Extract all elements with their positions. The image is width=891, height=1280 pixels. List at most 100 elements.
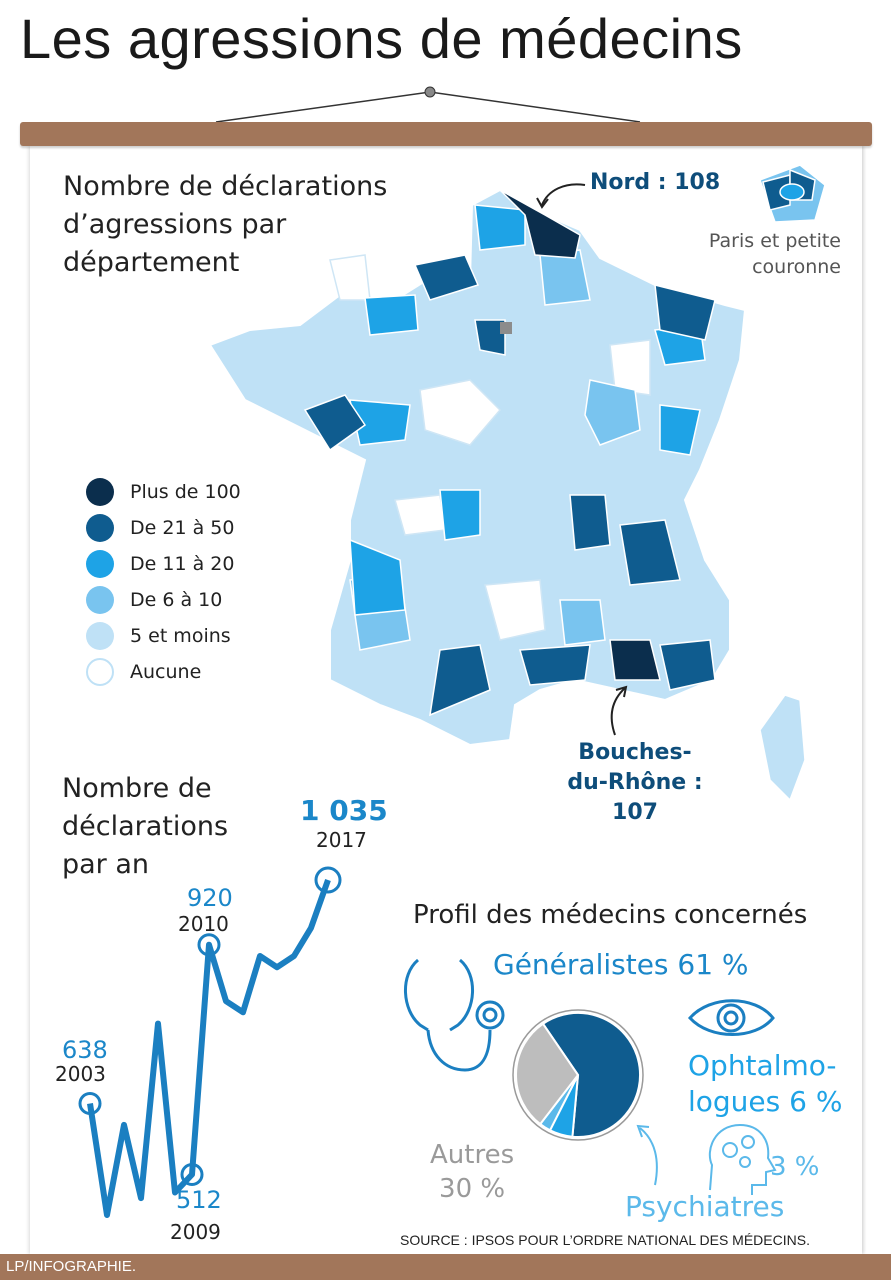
- psychiatres-arrow: [639, 1127, 658, 1186]
- legend-swatch: [86, 550, 114, 578]
- region-21-50-3: [654, 284, 716, 341]
- region-21-50-7: [429, 644, 491, 717]
- data-label-2010-value: 920: [187, 884, 233, 912]
- legend-item: De 21 à 50: [86, 510, 241, 546]
- map-title: Nombre de déclarations d’agressions par …: [63, 168, 387, 282]
- data-point-2009: [180, 1162, 204, 1186]
- stethoscope-icon: [404, 958, 505, 1072]
- map-title-line-1: Nombre de déclarations: [63, 171, 388, 202]
- eye-icon: [687, 999, 775, 1036]
- profile-title: Profil des médecins concernés: [413, 900, 808, 930]
- pie-label-autres-line-1: Autres: [430, 1140, 515, 1170]
- legend-item: 5 et moins: [86, 618, 241, 654]
- france-mainland: [208, 188, 747, 747]
- region-nord: [499, 189, 581, 259]
- region-aucune-4: [609, 339, 651, 396]
- series-line: [87, 878, 331, 1218]
- bdr-arrow: [610, 687, 626, 736]
- legend-swatch: [86, 658, 114, 686]
- legend-swatch: [86, 622, 114, 650]
- top-wooden-bar: [20, 122, 872, 146]
- region-11-20-2: [364, 294, 419, 336]
- page-title: Les agressions de médecins: [20, 7, 743, 70]
- legend-swatch: [86, 514, 114, 542]
- pie-slice-généralistes: [541, 1011, 642, 1138]
- callout-nord: Nord : 108: [590, 170, 721, 195]
- pie-label-ophtalmologues: Ophtalmo- logues 6 %: [688, 1048, 842, 1120]
- pie-label-psychiatres: Psychiatres: [625, 1190, 785, 1223]
- data-label-2003-year: 2003: [55, 1062, 106, 1086]
- legend-item: De 6 à 10: [86, 582, 241, 618]
- legend-label: 5 et moins: [130, 625, 231, 647]
- callout-bouches-du-rhone: Bouches- du-Rhône : 107: [560, 738, 710, 828]
- map-legend: Plus de 100 De 21 à 50 De 11 à 20 De 6 à…: [86, 474, 241, 690]
- bottom-wooden-bar: [0, 1254, 891, 1280]
- region-11-20-5: [349, 538, 406, 616]
- paris-label-line-1: Paris et petite: [708, 230, 841, 252]
- region-21-50-1: [413, 254, 480, 301]
- pie-label-generalistes: Généralistes 61 %: [493, 948, 749, 981]
- legend-label: De 11 à 20: [130, 553, 235, 575]
- region-bouches-du-rhone: [609, 639, 661, 681]
- pie-slice-autres: [515, 1022, 580, 1126]
- legend-label: Aucune: [130, 661, 202, 683]
- legend-swatch: [86, 478, 114, 506]
- callout-bdr-line-3: 107: [612, 800, 658, 825]
- paris-label-line-2: couronne: [752, 256, 841, 278]
- legend-item: Aucune: [86, 654, 241, 690]
- region-11-20-4: [439, 489, 481, 541]
- region-no-data: [500, 322, 512, 334]
- line-chart-title: Nombre de déclarations par an: [62, 770, 228, 884]
- legend-label: Plus de 100: [130, 481, 241, 503]
- data-label-2009-year: 2009: [170, 1220, 221, 1244]
- pie-label-autres: Autres 30 %: [430, 1138, 514, 1206]
- map-title-line-2: d’agressions par: [63, 209, 287, 240]
- hanging-cord: [215, 86, 641, 123]
- region-21-50-4: [569, 494, 611, 551]
- data-label-2009-value: 512: [176, 1186, 222, 1214]
- data-label-2010-year: 2010: [178, 912, 229, 936]
- region-11-20-1: [474, 204, 526, 251]
- region-21-50-6: [519, 644, 591, 686]
- pie-outline: [512, 1009, 644, 1141]
- credit-label: LP/INFOGRAPHIE.: [6, 1258, 137, 1275]
- nord-arrow: [541, 183, 586, 206]
- legend-item: Plus de 100: [86, 474, 241, 510]
- map-title-line-3: département: [63, 247, 240, 278]
- pie-label-autres-line-2: 30 %: [439, 1174, 506, 1204]
- region-aucune-1: [419, 379, 502, 446]
- paris-label: Paris et petite couronne: [676, 228, 841, 280]
- region-21-50-8: [659, 639, 716, 691]
- data-label-2017-year: 2017: [316, 828, 367, 852]
- legend-swatch: [86, 586, 114, 614]
- legend-label: De 21 à 50: [130, 517, 235, 539]
- data-label-2003-value: 638: [62, 1036, 108, 1064]
- line-chart-title-line-2: déclarations: [62, 811, 229, 842]
- region-aucune-3: [484, 579, 546, 641]
- callout-bdr-line-1: Bouches-: [578, 740, 692, 765]
- region-21-50-2: [303, 394, 367, 452]
- callout-bdr-line-2: du-Rhône :: [567, 770, 703, 795]
- legend-label: De 6 à 10: [130, 589, 223, 611]
- region-21-50-9: [474, 319, 506, 356]
- paris-inset: [759, 164, 826, 223]
- legend-item: De 11 à 20: [86, 546, 241, 582]
- pie-value-psychiatres: 3 %: [770, 1152, 820, 1182]
- line-chart-title-line-1: Nombre de: [62, 773, 212, 804]
- data-point-2010: [197, 933, 221, 957]
- data-point-2003: [78, 1092, 102, 1116]
- region-6-10-4: [559, 599, 606, 646]
- head-gears-icon: [708, 1123, 777, 1195]
- region-21-50-5: [619, 519, 681, 586]
- line-chart-title-line-3: par an: [62, 849, 150, 880]
- region-11-20-6: [659, 404, 701, 456]
- data-point-2017: [314, 866, 342, 894]
- pie-label-ophtalmo-line-1: Ophtalmo-: [688, 1049, 837, 1082]
- pie-label-ophtalmo-line-2: logues 6 %: [688, 1085, 843, 1118]
- corsica: [759, 694, 806, 802]
- data-label-2017-value: 1 035: [300, 794, 388, 827]
